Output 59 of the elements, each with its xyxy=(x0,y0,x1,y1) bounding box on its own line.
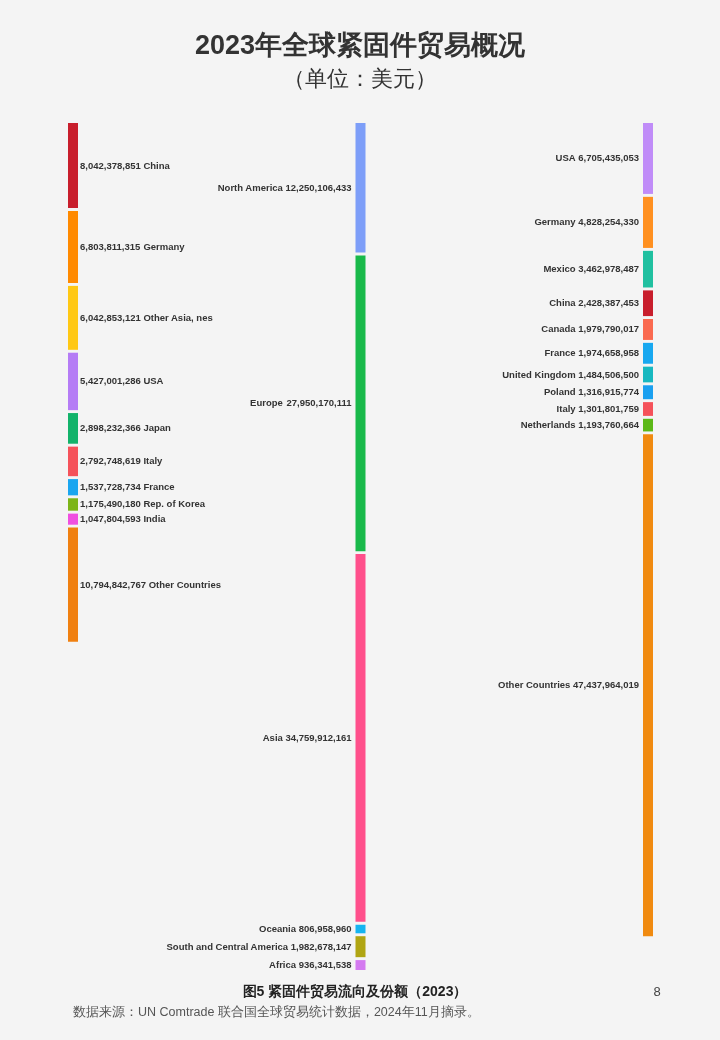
category-label: United Kingdom xyxy=(502,368,576,380)
data-label: 2,792,748,619 xyxy=(80,455,141,467)
data-label: 936,341,538 xyxy=(298,959,352,971)
category-label: Netherlands xyxy=(520,419,576,431)
data-label: 34,759,912,161 xyxy=(285,731,353,743)
data-label: 1,979,790,017 xyxy=(578,323,639,335)
category-label: South and Central America xyxy=(166,940,289,952)
data-label: 8,042,378,851 xyxy=(80,159,142,171)
data-label: 1,537,728,734 xyxy=(80,481,142,493)
category-label: India xyxy=(143,513,167,525)
data-label: 4,828,254,330 xyxy=(578,216,639,228)
category-label: France xyxy=(143,481,175,493)
data-label: 1,193,760,664 xyxy=(578,419,640,431)
category-label: Canada xyxy=(541,323,577,335)
category-label: Europe xyxy=(250,397,283,409)
data-label: 806,958,960 xyxy=(298,923,352,935)
data-label: 1,974,658,958 xyxy=(578,347,639,359)
category-label: Other Countries xyxy=(148,578,221,590)
data-label: 3,462,978,487 xyxy=(578,263,639,275)
category-label: Italy xyxy=(556,403,577,415)
data-label: 47,437,964,019 xyxy=(572,679,639,691)
data-label: 1,982,678,147 xyxy=(290,940,352,952)
data-label: 1,175,490,180 xyxy=(80,498,141,510)
data-label: 1,484,506,500 xyxy=(578,368,639,380)
category-label: Oceania xyxy=(259,923,297,935)
category-label: Germany xyxy=(534,216,577,228)
data-label: 6,705,435,053 xyxy=(578,152,639,164)
text: （单位：美元） xyxy=(283,66,437,91)
data-label: 10,794,842,767 xyxy=(80,578,147,590)
text: 2023年全球紧固件贸易概况 xyxy=(194,30,527,60)
category-label: Other Asia, nes xyxy=(143,311,213,323)
caption: 图5 紧固件贸易流向及份额（2023） xyxy=(242,983,468,999)
category-label: North America xyxy=(217,181,284,193)
data-label: 1,316,915,774 xyxy=(578,386,640,398)
text: 8 xyxy=(653,984,661,999)
category-label: China xyxy=(549,297,577,309)
source-note: 数据来源：UN Comtrade 联合国全球贸易统计数据，2024年11月摘录。 xyxy=(73,1005,480,1019)
data-label: 1,047,804,593 xyxy=(80,513,141,525)
data-label: 12,250,106,433 xyxy=(285,181,352,193)
category-label: Japan xyxy=(143,422,172,434)
category-label: China xyxy=(143,159,171,171)
category-label: France xyxy=(544,347,576,359)
data-label: 6,803,811,315 xyxy=(80,240,141,252)
category-label: Other Countries xyxy=(498,679,571,691)
category-label: Germany xyxy=(143,240,186,252)
category-label: Italy xyxy=(143,455,164,467)
data-label: 5,427,001,286 xyxy=(80,375,141,387)
category-label: Rep. of Korea xyxy=(143,498,206,510)
data-label: 1,301,801,759 xyxy=(578,403,639,415)
data-label: 2,428,387,453 xyxy=(578,297,639,309)
data-label: 2,898,232,366 xyxy=(80,422,141,434)
data-label: 6,042,853,121 xyxy=(80,311,142,323)
category-label: Poland xyxy=(543,386,576,398)
category-label: USA xyxy=(143,375,164,387)
category-label: Asia xyxy=(262,731,284,743)
category-label: USA xyxy=(555,152,576,164)
data-label: 27,950,170,111 xyxy=(286,397,353,409)
category-label: Mexico xyxy=(543,263,576,275)
category-label: Africa xyxy=(269,959,297,971)
